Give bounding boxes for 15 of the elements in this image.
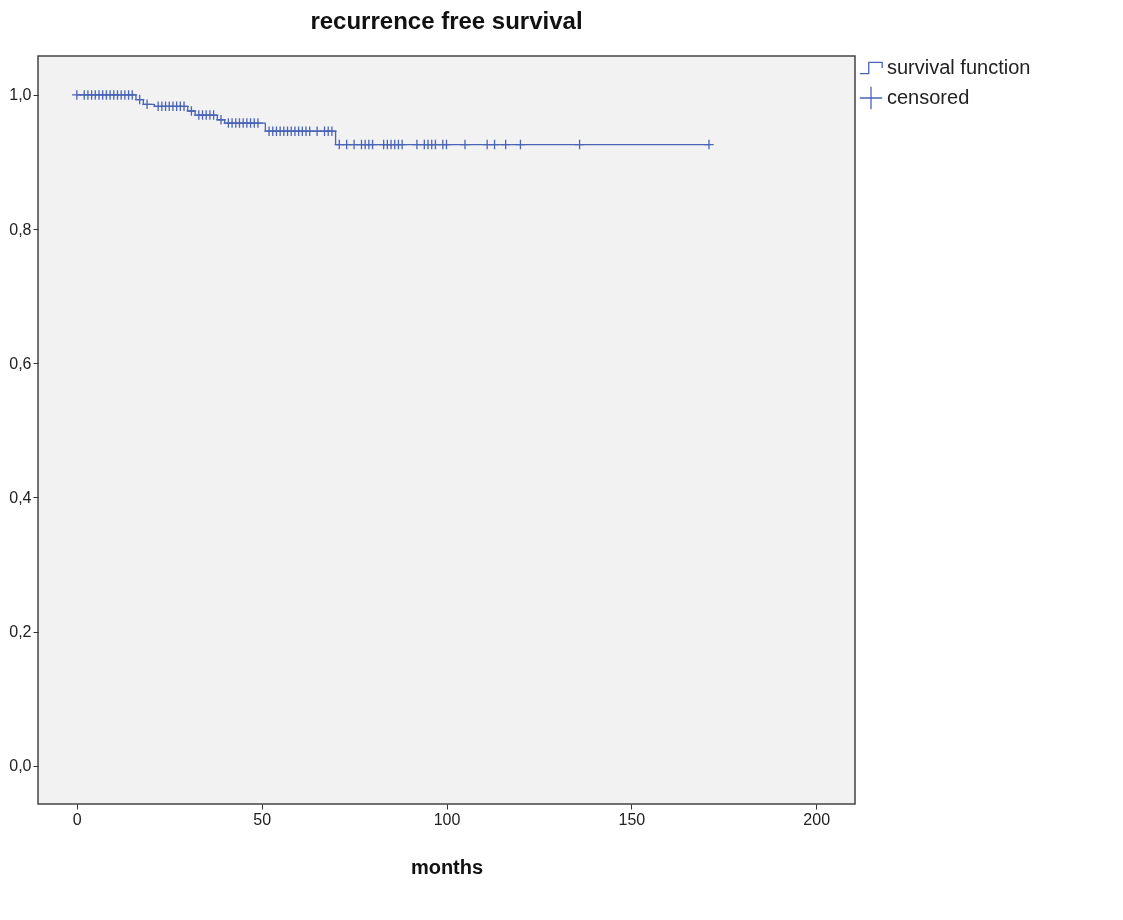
x-tick-label: 50 bbox=[253, 810, 272, 828]
x-tick-label: 100 bbox=[433, 810, 461, 828]
x-tick-label: 0 bbox=[72, 810, 82, 828]
y-tick-label: 0,2 bbox=[9, 623, 32, 641]
x-axis-title: months bbox=[410, 855, 484, 878]
legend-label: survival function bbox=[887, 56, 1031, 78]
legend-label: censored bbox=[887, 86, 970, 108]
y-tick-label: 0,4 bbox=[9, 488, 32, 506]
x-tick-label: 150 bbox=[618, 810, 646, 828]
y-tick-label: 0,0 bbox=[9, 757, 32, 775]
y-tick-label: 0,8 bbox=[9, 220, 32, 238]
chart-title: recurrence free survival bbox=[310, 7, 583, 34]
x-tick-label: 200 bbox=[803, 810, 831, 828]
y-tick-label: 1,0 bbox=[9, 86, 32, 104]
y-tick-label: 0,6 bbox=[9, 354, 32, 372]
